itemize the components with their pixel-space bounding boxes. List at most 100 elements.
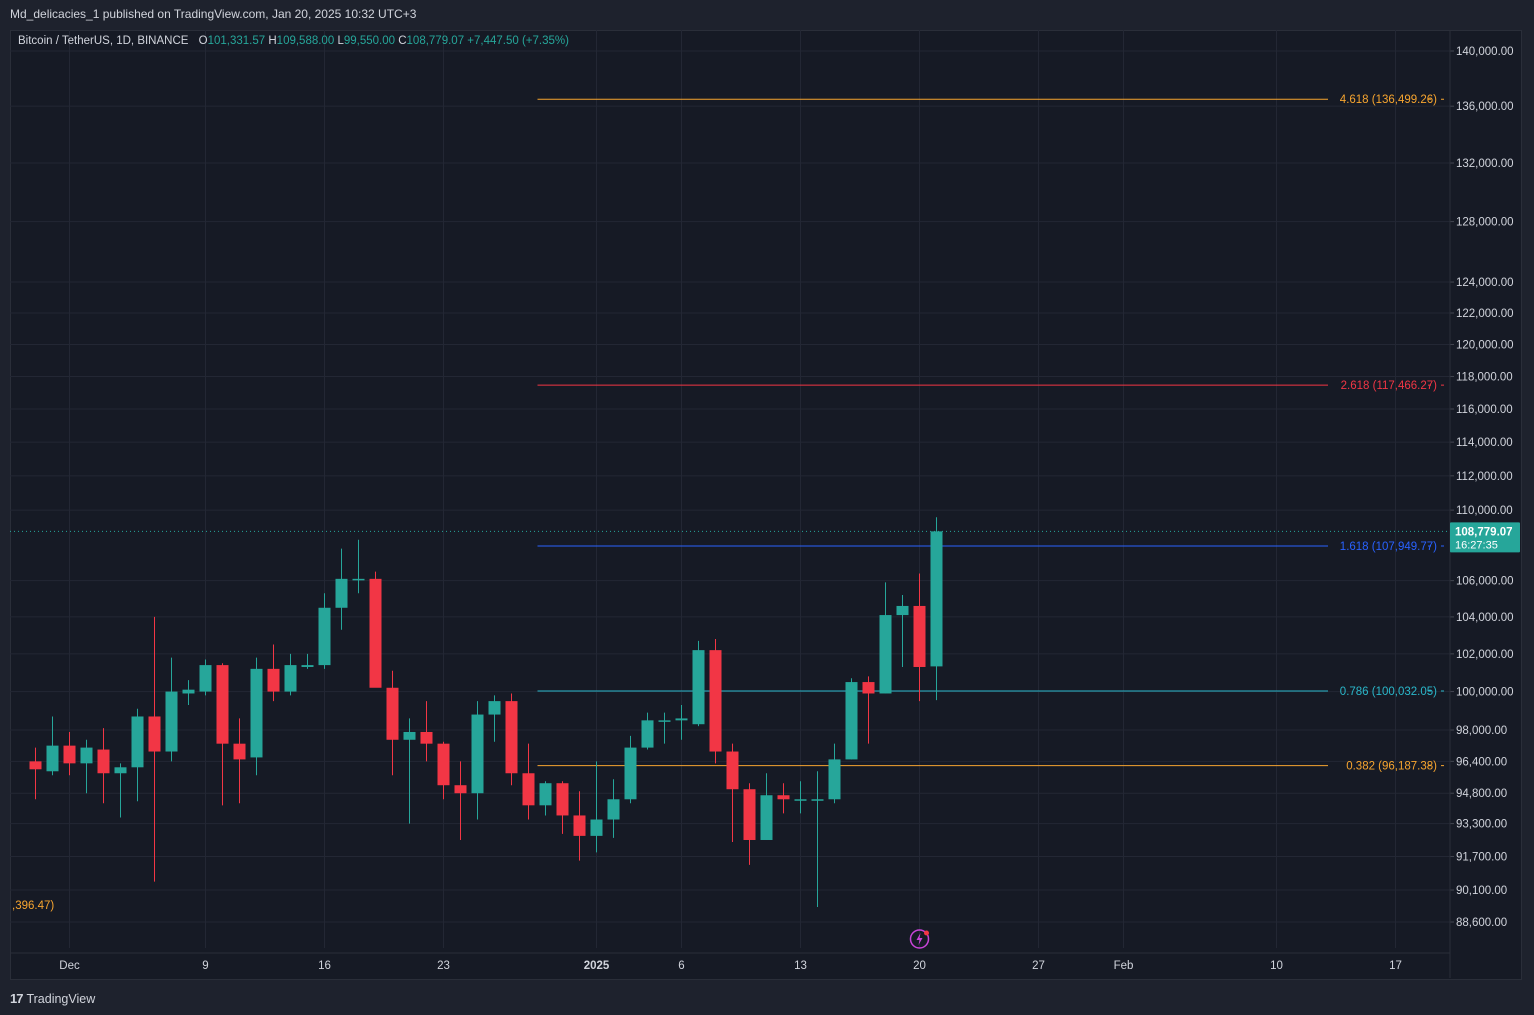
price-tick-label: 136,000.00 [1456, 101, 1514, 113]
candle [250, 657, 263, 776]
price-tick-label: 104,000.00 [1456, 612, 1514, 624]
candle-body [199, 665, 212, 692]
price-tick-label: 93,300.00 [1456, 819, 1507, 831]
candle [386, 670, 399, 776]
price-tick-label: 124,000.00 [1456, 277, 1514, 289]
time-axis[interactable]: Dec 9 16 23 2025 6 13 20 27 Feb 10 17 [10, 952, 1450, 972]
candle [165, 657, 178, 762]
price-tick-label: 94,800.00 [1456, 788, 1507, 800]
candle-body [760, 795, 773, 840]
candle [692, 640, 705, 727]
candle [471, 701, 484, 820]
fib-level-label: 0.382 (96,187.38) [1346, 761, 1437, 773]
lightning-circle [909, 929, 930, 949]
time-tick-label: 20 [913, 960, 926, 972]
candle [63, 731, 76, 776]
price-tick-label: 106,000.00 [1456, 576, 1514, 588]
price-tick-label: 120,000.00 [1456, 339, 1514, 351]
candle-body [437, 743, 450, 786]
candle [454, 761, 467, 840]
price-tick-label: 88,600.00 [1456, 917, 1507, 929]
time-tick-label: 2025 [584, 960, 610, 972]
time-tick-label: 13 [794, 960, 807, 972]
candle-body [896, 605, 909, 616]
fib-level-label: 0.786 (100,032.05) [1340, 686, 1437, 698]
price-tick-label: 118,000.00 [1456, 371, 1513, 383]
candle [641, 712, 654, 750]
candle-body [743, 789, 756, 840]
candle [148, 616, 161, 882]
last-price-timer: 16:27:35 [1455, 539, 1498, 551]
candle-body [573, 815, 586, 836]
candle-body [63, 745, 76, 764]
time-tick-label: 17 [1389, 960, 1402, 972]
candle [709, 638, 722, 764]
candle-body [29, 761, 42, 770]
legend-close-key: C [398, 35, 407, 47]
lightning-bolt [916, 933, 923, 945]
price-tick-label: 100,000.00 [1456, 687, 1514, 699]
fib-level-label: 2.618 (117,466.27) [1341, 380, 1438, 392]
candle [607, 779, 620, 838]
candle-body [165, 691, 178, 752]
candle [828, 743, 841, 804]
candle [284, 653, 297, 696]
fib-level-label: 4.618 (136,499.26) [1340, 94, 1437, 106]
candle-body [46, 745, 59, 772]
candle [131, 708, 144, 802]
grid [10, 30, 1450, 948]
candle-body [590, 819, 603, 836]
time-tick-label: Dec [59, 960, 80, 972]
price-tick-label: 122,000.00 [1456, 308, 1514, 320]
candle [420, 701, 433, 762]
time-tick-label: 6 [678, 960, 684, 972]
time-tick-label: Feb [1114, 960, 1134, 972]
candle-body [726, 751, 739, 790]
candle-body [386, 687, 399, 740]
candle [216, 663, 229, 806]
lightning-bolt-icon [909, 929, 930, 949]
price-tick-label: 110,000.00 [1456, 505, 1513, 517]
candle-body [233, 743, 246, 760]
candle-body [148, 716, 161, 752]
price-tick-label: 112,000.00 [1456, 471, 1513, 483]
fibonacci-extension[interactable]: 4.618 (136,499.26) 2.618 (117,466.27) 1.61… [12, 94, 1444, 912]
legend-close: 108,779.07 [406, 35, 465, 47]
price-axis[interactable]: 140,000.00 136,000.00 132,000.00 128,000.00… [1449, 30, 1514, 978]
tradingview-brand[interactable]: 17 TradingView [10, 991, 95, 1006]
candlestick-chart[interactable]: 4.618 (136,499.26) 2.618 (117,466.27) 1.61… [10, 30, 1522, 980]
price-tick-label: 132,000.00 [1456, 158, 1514, 170]
candle [624, 735, 637, 804]
candle [403, 718, 416, 824]
legend-symbol: Bitcoin / TetherUS, 1D, BINANCE [18, 35, 189, 47]
candle-body [284, 665, 297, 692]
candle [97, 728, 110, 804]
candle-body [522, 773, 535, 806]
candle-body [488, 701, 501, 715]
candle-body [471, 714, 484, 794]
tradingview-logo-icon: 17 [10, 991, 24, 1006]
candle-body [930, 531, 943, 667]
candle-body [845, 682, 858, 760]
candle [930, 517, 943, 701]
candle-body [709, 650, 722, 752]
candle-body [216, 665, 229, 744]
legend-high-key: H [268, 35, 277, 47]
candle [369, 571, 382, 688]
candle [301, 653, 314, 669]
candle-body [539, 783, 552, 806]
candle [658, 712, 671, 744]
candle [182, 680, 195, 705]
price-tick-label: 114,000.00 [1456, 437, 1513, 449]
candle-body [80, 747, 93, 764]
candle [794, 781, 807, 814]
candle [437, 741, 450, 800]
footer-bar: 17 TradingView [0, 980, 1534, 1015]
fib-partial-label: ,396.47) [12, 900, 54, 912]
price-tick-label: 128,000.00 [1456, 217, 1514, 229]
candle [505, 693, 518, 786]
candle-body [641, 720, 654, 748]
candle-body [624, 747, 637, 800]
time-tick-label: 27 [1032, 960, 1045, 972]
